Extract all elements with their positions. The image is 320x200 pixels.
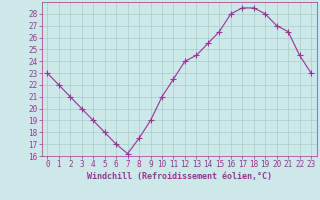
X-axis label: Windchill (Refroidissement éolien,°C): Windchill (Refroidissement éolien,°C) xyxy=(87,172,272,181)
